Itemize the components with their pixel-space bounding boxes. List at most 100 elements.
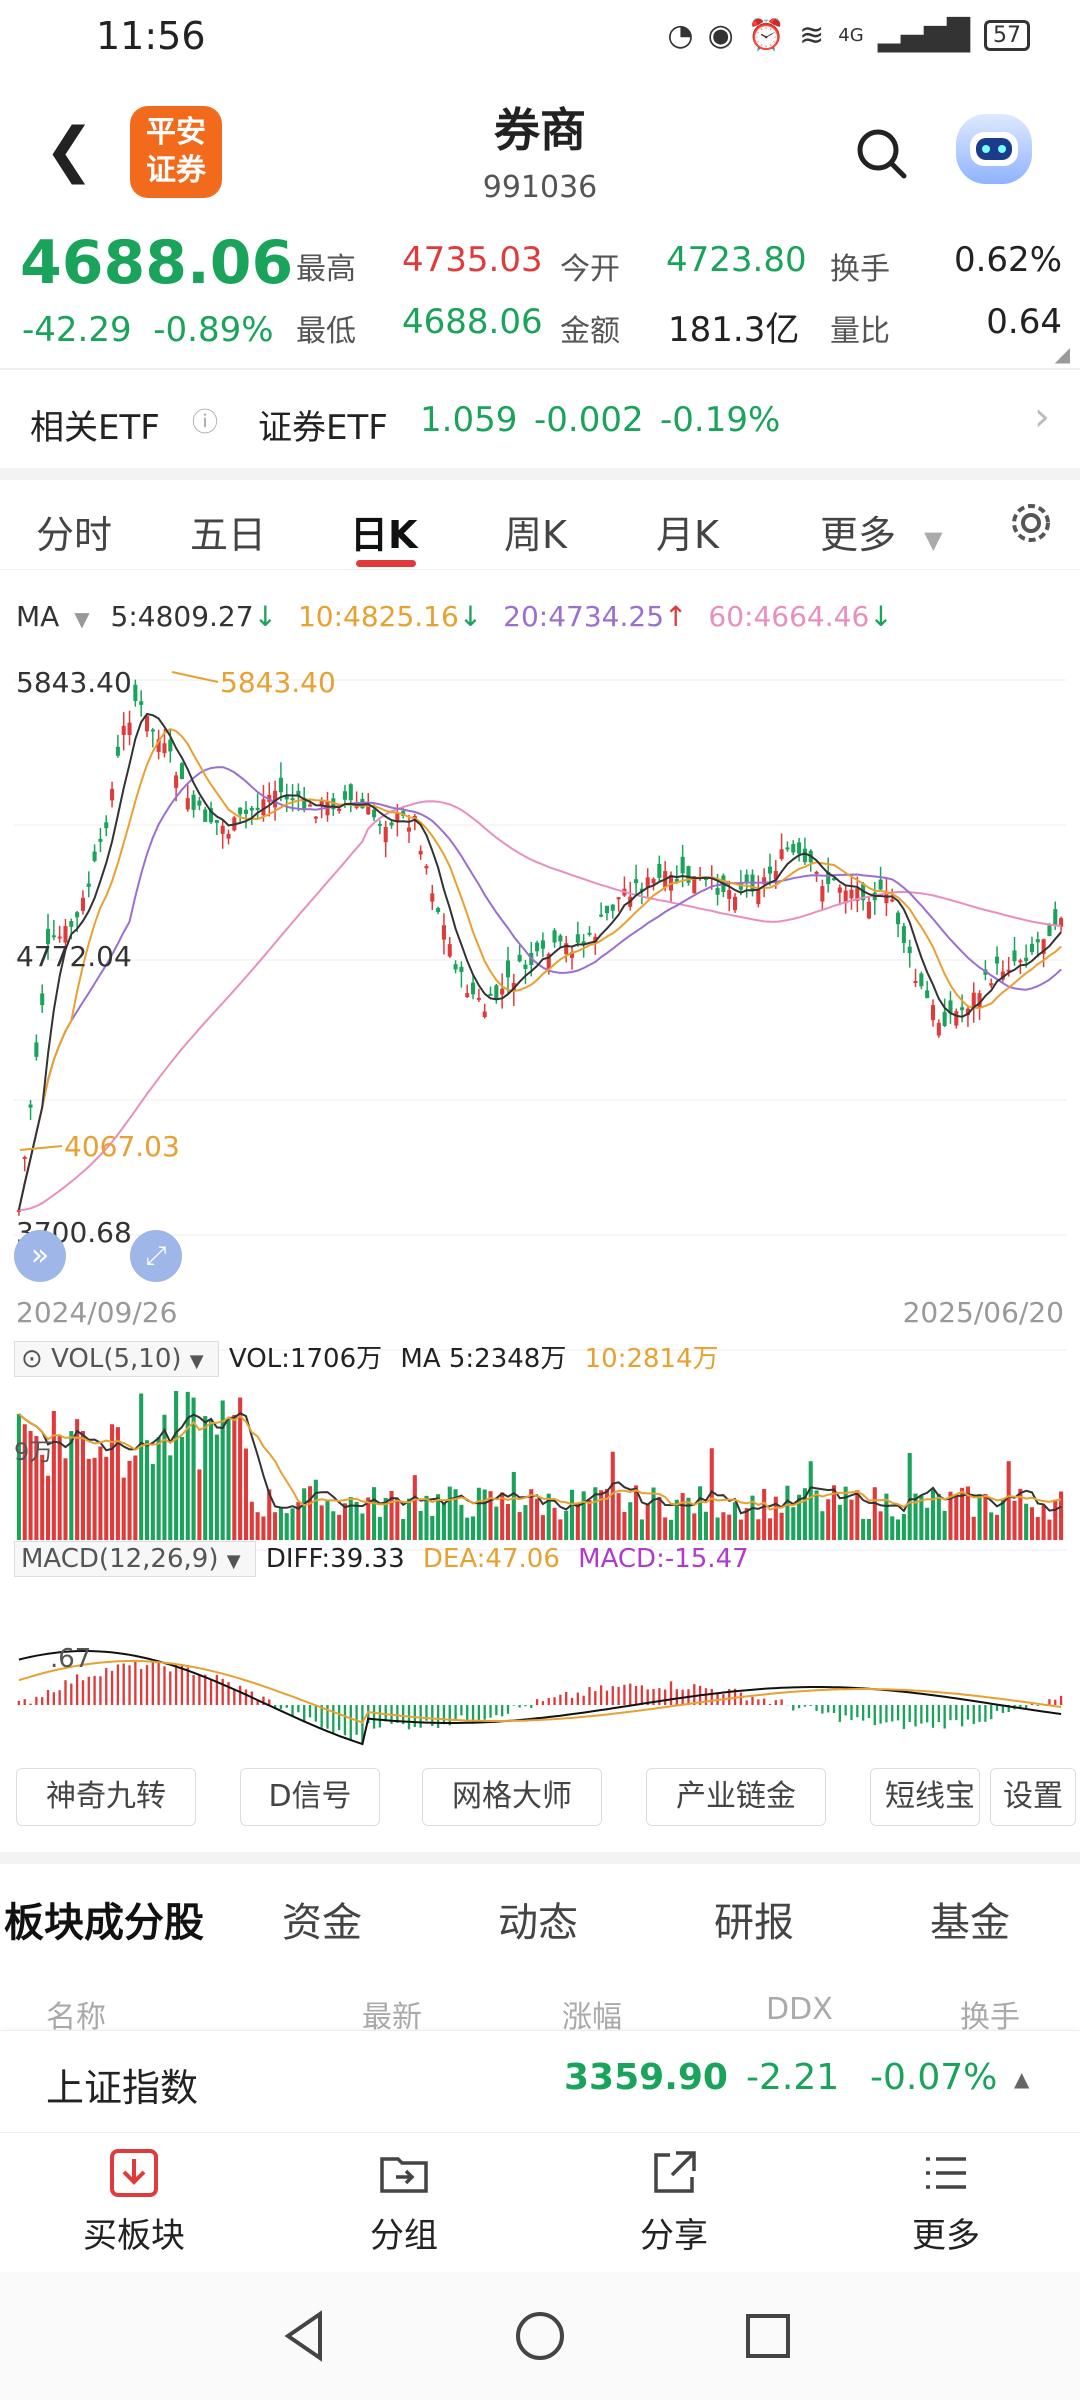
vol-legend: ⊙ VOL(5,10) ▼ VOL:1706万 MA 5:2348万 10:28… (14, 1338, 719, 1377)
short-line-button[interactable]: 短线宝 (870, 1768, 980, 1826)
chevron-right-icon[interactable]: › (1034, 394, 1050, 440)
volume-bar (639, 1519, 644, 1540)
column-latest[interactable]: 最新 (362, 2000, 422, 2030)
candle-body (756, 887, 761, 905)
tab-intraday[interactable]: 分时 (36, 513, 113, 557)
fast-forward-icon[interactable]: » (14, 1230, 66, 1282)
volume-bar (866, 1518, 871, 1540)
tab-news[interactable]: 动态 (498, 1900, 578, 1946)
column-change[interactable]: 涨幅 (562, 2000, 622, 2030)
volume-bar (913, 1493, 918, 1540)
candle-body (144, 715, 150, 732)
macd-bar (1048, 1699, 1051, 1705)
candle-body (203, 809, 208, 822)
caret-up-icon[interactable]: ▲ (1014, 2067, 1030, 2091)
candle-body (63, 926, 68, 943)
macd-bar (163, 1666, 166, 1705)
column-name[interactable]: 名称 (46, 2000, 106, 2030)
tab-fund[interactable]: 基金 (930, 1900, 1010, 1946)
volume-bar (395, 1498, 400, 1540)
low-value: 4688.06 (402, 302, 543, 342)
tab-funds-flow[interactable]: 资金 (282, 1900, 362, 1946)
macd-bar (623, 1684, 626, 1705)
macd-indicator-selector[interactable]: MACD(12,26,9) ▼ (14, 1541, 256, 1577)
volume-bar (63, 1458, 68, 1540)
candle-body (587, 932, 592, 935)
system-navigation-bar (0, 2272, 1080, 2400)
recents-square-icon[interactable] (742, 2310, 794, 2362)
column-ddx[interactable]: DDX (766, 1992, 833, 2027)
tab-weekly-k[interactable]: 周K (504, 513, 567, 557)
tab-more[interactable]: 更多 ▼ (820, 504, 943, 559)
macd-axis-label: .67 (50, 1644, 92, 1674)
candle-body (517, 954, 522, 962)
settings-button[interactable]: 设置 (990, 1768, 1076, 1826)
candle-body (977, 993, 982, 1008)
macd-bar (396, 1705, 399, 1723)
amount-label: 金额 (560, 314, 620, 349)
magic-nine-button[interactable]: 神奇九转 (16, 1768, 196, 1826)
macd-bar (29, 1703, 32, 1705)
macd-bar (140, 1669, 143, 1705)
volume-bar (22, 1424, 27, 1540)
buy-sector-button[interactable]: 买板块 (54, 2147, 214, 2257)
index-ticker-bar[interactable]: 上证指数 3359.90 -2.21 -0.07% ▲ (0, 2030, 1080, 2130)
fullscreen-icon[interactable]: ⤢ (130, 1230, 182, 1282)
search-icon[interactable] (854, 126, 910, 186)
macd-bar (489, 1705, 492, 1718)
volume-bar (75, 1419, 80, 1540)
candle-body (278, 777, 283, 793)
tab-daily-k[interactable]: 日K (350, 513, 418, 557)
column-turnover[interactable]: 换手 (960, 2000, 1020, 2030)
macd-bar (186, 1667, 189, 1705)
back-triangle-icon[interactable] (280, 2308, 330, 2364)
volume-bar (878, 1511, 883, 1540)
home-circle-icon[interactable] (512, 2308, 568, 2364)
candle-body (762, 877, 767, 885)
volume-bar (604, 1488, 609, 1540)
candle-body (1035, 939, 1040, 943)
candle-body (639, 888, 644, 892)
volume-bar (51, 1410, 56, 1540)
expand-corner-icon[interactable]: ◢ (1054, 342, 1070, 366)
tab-research[interactable]: 研报 (714, 1900, 794, 1946)
macd-bar (23, 1699, 26, 1705)
macd-bar (541, 1701, 545, 1705)
candle-body (185, 798, 190, 810)
high-mark-label: 5843.40 (220, 666, 336, 699)
candle-body (220, 825, 225, 834)
tab-five-day[interactable]: 五日 (190, 513, 267, 557)
volume-bar (965, 1486, 970, 1540)
gear-icon[interactable] (1008, 500, 1054, 550)
back-icon[interactable]: ❮ (44, 115, 95, 185)
candle-body (948, 1000, 953, 1014)
more-button[interactable]: 更多 (866, 2147, 1026, 2257)
volume-bar (476, 1487, 481, 1540)
group-button[interactable]: 分组 (324, 2147, 484, 2257)
vol-indicator-selector[interactable]: ⊙ VOL(5,10) ▼ (14, 1341, 219, 1377)
volume-bar (313, 1479, 318, 1540)
vol-ma5-line (18, 1412, 1062, 1515)
share-button[interactable]: 分享 (594, 2147, 754, 2257)
candle-body (831, 878, 837, 881)
candle-body (366, 806, 371, 815)
industry-chain-button[interactable]: 产业链金 (646, 1768, 826, 1826)
tab-constituents[interactable]: 板块成分股 (4, 1900, 204, 1946)
candle-body (989, 983, 994, 986)
macd-bar (314, 1705, 318, 1722)
volume-bar (284, 1513, 289, 1540)
candle-body (110, 788, 115, 801)
kline-chart[interactable] (0, 650, 1080, 1770)
volume-bar (296, 1502, 301, 1540)
macd-bar (547, 1698, 550, 1705)
macd-bar (174, 1663, 178, 1705)
related-etf-row[interactable]: 相关ETF ⓘ 证券ETF 1.059 -0.002 -0.19% › (0, 380, 1080, 470)
d-signal-button[interactable]: D信号 (240, 1768, 380, 1826)
buy-download-icon (110, 2149, 158, 2197)
info-icon[interactable]: ⓘ (192, 408, 219, 438)
candle-body (686, 866, 691, 883)
ma-legend[interactable]: MA ▼ 5:4809.27↓ 10:4825.16↓ 20:4734.25↑ … (16, 600, 893, 633)
assistant-robot-icon[interactable] (956, 114, 1032, 184)
tab-monthly-k[interactable]: 月K (656, 513, 719, 557)
grid-master-button[interactable]: 网格大师 (422, 1768, 602, 1826)
